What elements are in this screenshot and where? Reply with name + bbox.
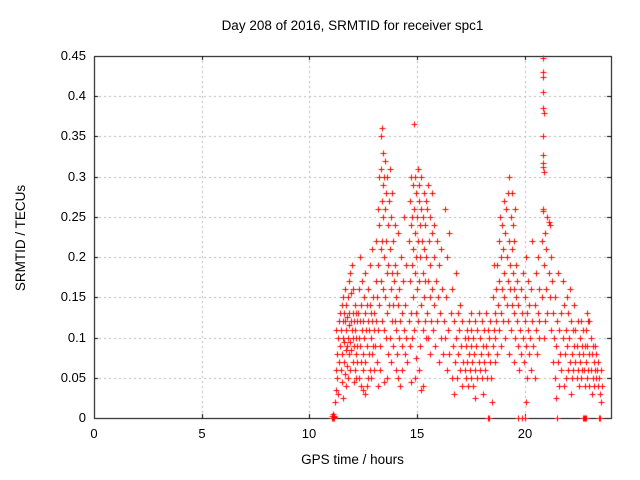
x-tick-label: 5	[198, 426, 206, 441]
y-tick-label: 0.15	[60, 289, 86, 304]
y-tick-label: 0.05	[60, 370, 86, 385]
x-tick-label: 20	[517, 426, 533, 441]
x-axis-label: GPS time / hours	[301, 452, 404, 467]
y-tick-label: 0.25	[60, 209, 86, 224]
x-tick-label: 15	[409, 426, 425, 441]
y-tick-label: 0.3	[67, 169, 86, 184]
y-tick-label: 0.1	[67, 330, 86, 345]
y-tick-label: 0.45	[60, 48, 86, 63]
x-tick-label: 10	[301, 426, 317, 441]
chart-title: Day 208 of 2016, SRMTID for receiver spc…	[221, 18, 484, 33]
y-axis-label: SRMTID / TECUs	[13, 184, 28, 292]
y-tick-label: 0	[78, 410, 86, 425]
x-tick-label: 0	[90, 426, 98, 441]
y-tick-label: 0.35	[60, 128, 86, 143]
y-tick-label: 0.4	[67, 88, 86, 103]
y-tick-label: 0.2	[67, 249, 86, 264]
